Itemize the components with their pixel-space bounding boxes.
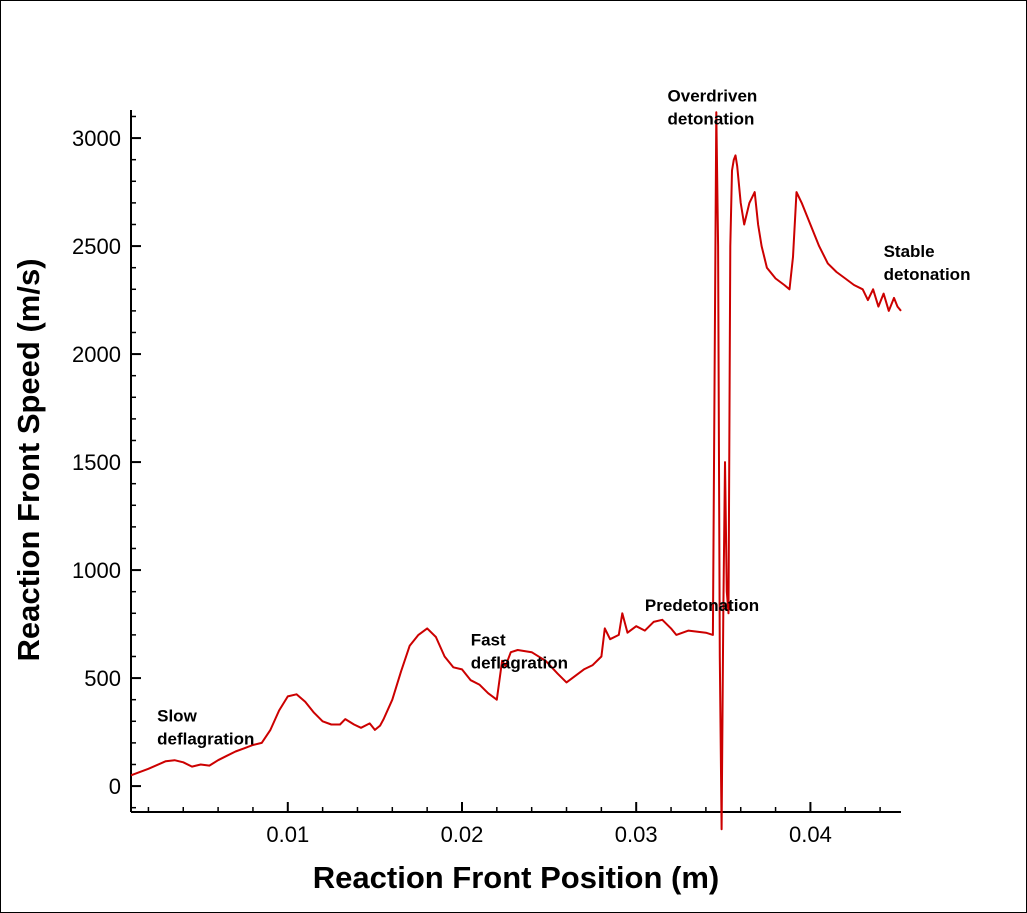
y-tick-label: 500 (84, 666, 121, 691)
y-tick-label: 2500 (72, 234, 121, 259)
y-axis-title: Reaction Front Speed (m/s) (11, 258, 46, 661)
y-tick-label: 1000 (72, 558, 121, 583)
annotation-line: deflagration (471, 654, 568, 673)
x-tick-label: 0.02 (441, 822, 484, 847)
series-group (130, 111, 902, 831)
annotation-line: Predetonation (645, 596, 759, 615)
x-axis-title: Reaction Front Position (m) (313, 860, 719, 895)
annotation-line: detonation (884, 265, 971, 284)
annotations: Slow deflagration Fast deflagration Predeton… (157, 86, 970, 748)
annotation-line: deflagration (157, 729, 254, 748)
annotation: Stable detonation (884, 242, 971, 284)
annotation: Fast deflagration (471, 631, 568, 673)
y-tick-label: 2000 (72, 342, 121, 367)
annotation: Overdriven detonation (668, 86, 758, 128)
y-tick-label: 0 (109, 774, 121, 799)
series-line (130, 111, 902, 831)
annotation: Slow deflagration (157, 706, 254, 748)
y-tick-label: 1500 (72, 450, 121, 475)
annotation: Predetonation (645, 596, 759, 615)
tick-marks (131, 115, 881, 812)
tick-labels: 0.01 0.02 0.03 0.04 0 500 1000 1500 2000 2500 3000 (72, 126, 832, 847)
annotation-line: Fast (471, 631, 506, 650)
annotation-line: Overdriven (668, 86, 758, 105)
x-tick-label: 0.04 (789, 822, 832, 847)
x-tick-label: 0.03 (615, 822, 658, 847)
x-tick-label: 0.01 (266, 822, 309, 847)
annotation-line: Stable (884, 242, 935, 261)
y-tick-label: 3000 (72, 126, 121, 151)
annotation-line: detonation (668, 109, 755, 128)
annotation-line: Slow (157, 706, 197, 725)
